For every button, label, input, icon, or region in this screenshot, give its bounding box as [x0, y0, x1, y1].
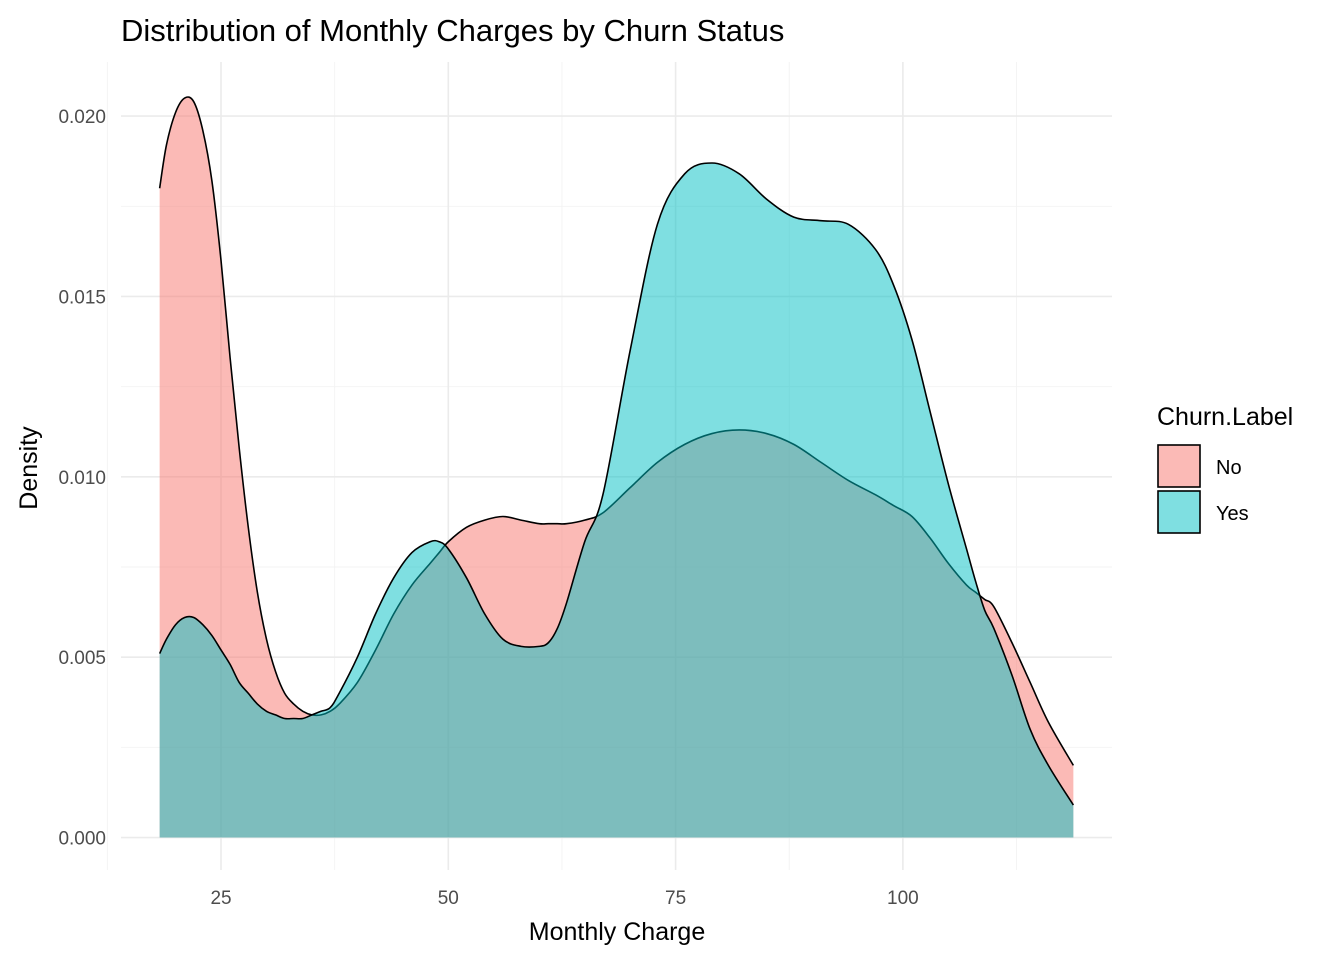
y-tick-label: 0.005	[58, 648, 106, 669]
legend: Churn.Label No Yes	[1157, 403, 1293, 534]
x-axis-ticks: 25 50 75 100	[210, 888, 918, 909]
x-tick-label: 50	[438, 888, 459, 909]
y-axis-ticks: 0.000 0.005 0.010 0.015 0.020	[58, 107, 106, 849]
density-line-yes	[158, 162, 1075, 806]
x-axis-title: Monthly Charge	[529, 918, 705, 946]
y-tick-label: 0.010	[58, 468, 106, 489]
y-axis-title: Density	[15, 426, 43, 510]
legend-title: Churn.Label	[1157, 403, 1293, 431]
chart-title: Distribution of Monthly Charges by Churn…	[121, 13, 784, 48]
x-tick-label: 25	[210, 888, 231, 909]
y-tick-label: 0.020	[58, 107, 106, 128]
legend-label-no: No	[1216, 457, 1242, 479]
y-tick-label: 0.015	[58, 287, 106, 308]
density-area-yes	[159, 163, 1074, 838]
x-tick-label: 100	[887, 888, 919, 909]
x-tick-label: 75	[665, 888, 686, 909]
y-tick-label: 0.000	[58, 829, 106, 850]
legend-swatch-yes	[1157, 490, 1201, 534]
legend-label-yes: Yes	[1216, 503, 1249, 525]
density-areas	[158, 96, 1075, 838]
legend-swatch-no	[1157, 444, 1201, 488]
